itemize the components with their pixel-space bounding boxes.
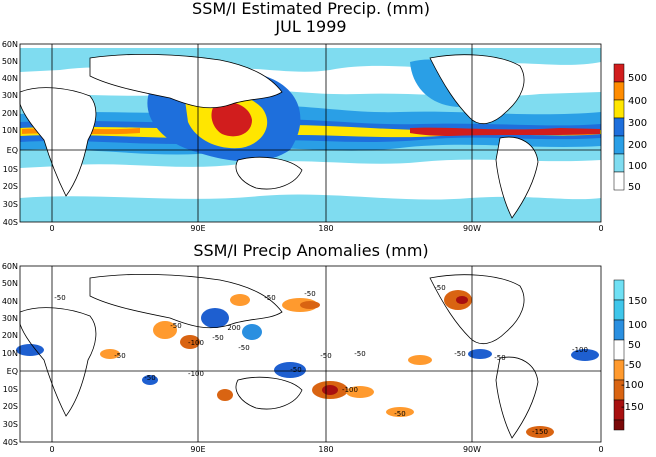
bottom-legend-label-100: 100 <box>628 320 647 331</box>
bottom-legend-swatch-white <box>613 339 625 361</box>
top-lat-30s: 30S <box>3 200 18 209</box>
contour-label: -50 <box>54 294 65 302</box>
contour-label: -100 <box>572 346 588 354</box>
top-lat-20n: 20N <box>2 109 18 118</box>
bottom-title: SSM/I Precip Anomalies (mm) <box>193 241 428 260</box>
bottom-legend: 150 100 50 -50 -100 -150 <box>613 279 647 431</box>
contour-label: -50 <box>394 410 405 418</box>
top-title-line2: JUL 1999 <box>274 17 346 36</box>
top-legend: 500 400 300 200 100 50 <box>613 63 647 193</box>
bottom-lat-40n: 40N <box>2 297 18 306</box>
top-legend-swatch-2 <box>613 99 625 119</box>
contour-label: -50 <box>212 334 223 342</box>
bottom-lat-10s: 10S <box>3 385 18 394</box>
bottom-lat-eq: EQ <box>7 367 18 376</box>
contour-label: -50 <box>114 352 125 360</box>
bottom-lat-20n: 20N <box>2 331 18 340</box>
bottom-lon-0: 0 <box>49 445 54 454</box>
contour-label: -50 <box>238 344 249 352</box>
bottom-anomaly-field <box>16 290 599 438</box>
bottom-legend-swatch-top <box>613 279 625 301</box>
bottom-legend-label-50: 50 <box>628 340 641 351</box>
bottom-legend-label-m150: -150 <box>621 402 644 413</box>
bottom-lon-labels: 0 90E 180 90W 0 <box>49 445 603 454</box>
top-lat-10n: 10N <box>2 126 18 135</box>
bottom-lon-90e: 90E <box>190 445 205 454</box>
bottom-lon-0b: 0 <box>598 445 603 454</box>
top-legend-swatch-bottom <box>613 171 625 191</box>
bottom-legend-swatch-3 <box>613 359 625 381</box>
contour-label: -50 <box>434 284 445 292</box>
top-lon-90e: 90E <box>190 224 205 233</box>
top-lat-60n: 60N <box>2 40 18 49</box>
top-continents <box>19 53 539 219</box>
bottom-lon-90w: 90W <box>463 445 481 454</box>
bottom-legend-label-m50: -50 <box>625 360 641 371</box>
contour-label: -50 <box>454 350 465 358</box>
contour-label: -50 <box>144 374 155 382</box>
contour-label: -100 <box>342 386 358 394</box>
bottom-legend-label-150: 150 <box>628 296 647 307</box>
contour-label: -50 <box>354 350 365 358</box>
top-lat-40n: 40N <box>2 74 18 83</box>
top-lon-180: 180 <box>318 224 333 233</box>
bottom-lon-180: 180 <box>318 445 333 454</box>
top-legend-label-300: 300 <box>628 118 647 129</box>
bottom-lat-40s: 40S <box>3 438 18 447</box>
top-graticule <box>19 43 602 223</box>
contour-label: -150 <box>532 428 548 436</box>
contour-label: -100 <box>188 370 204 378</box>
bottom-lat-50n: 50N <box>2 279 18 288</box>
top-lat-eq: EQ <box>7 146 18 155</box>
top-legend-label-100: 100 <box>628 161 647 172</box>
contour-label: -100 <box>188 339 204 347</box>
top-lon-90w: 90W <box>463 224 481 233</box>
bottom-legend-label-m100: -100 <box>621 380 644 391</box>
bottom-graticule <box>19 265 602 443</box>
top-legend-swatch-3 <box>613 117 625 137</box>
top-lon-labels: 0 90E 180 90W 0 <box>49 224 603 233</box>
top-legend-label-50: 50 <box>628 182 641 193</box>
bottom-lat-20s: 20S <box>3 402 18 411</box>
bottom-lat-60n: 60N <box>2 262 18 271</box>
bottom-contour-labels: -50 -50 -50 -100 -50 -50 200 -50 -100 -5… <box>54 284 588 436</box>
contour-label: -50 <box>494 354 505 362</box>
top-lat-labels: 60N 50N 40N 30N 20N 10N EQ 10S 20S 30S 4… <box>2 40 18 227</box>
top-legend-swatch-0 <box>613 63 625 83</box>
bottom-lat-labels: 60N 50N 40N 30N 20N 10N EQ 10S 20S 30S 4… <box>2 262 18 447</box>
bottom-continents <box>19 273 539 439</box>
bottom-lat-30n: 30N <box>2 314 18 323</box>
contour-label: -50 <box>264 294 275 302</box>
bottom-lat-30s: 30S <box>3 420 18 429</box>
top-legend-label-200: 200 <box>628 140 647 151</box>
top-lat-30n: 30N <box>2 91 18 100</box>
contour-label: 200 <box>227 324 240 332</box>
bottom-lat-10n: 10N <box>2 349 18 358</box>
top-legend-swatch-1 <box>613 81 625 101</box>
top-legend-label-500: 500 <box>628 73 647 84</box>
bottom-legend-swatch-1 <box>613 319 625 341</box>
top-legend-swatch-5 <box>613 153 625 173</box>
top-legend-swatch-4 <box>613 135 625 155</box>
bottom-legend-swatch-bottom <box>613 419 625 431</box>
bottom-legend-swatch-0 <box>613 299 625 321</box>
contour-label: -50 <box>290 366 301 374</box>
top-lat-20s: 20S <box>3 182 18 191</box>
top-panel: SSM/I Estimated Precip. (mm) JUL 1999 <box>2 0 647 233</box>
contour-label: -50 <box>304 290 315 298</box>
contour-label: -50 <box>170 322 181 330</box>
top-lat-10s: 10S <box>3 165 18 174</box>
top-title-line1: SSM/I Estimated Precip. (mm) <box>192 0 430 18</box>
top-lon-0: 0 <box>49 224 54 233</box>
top-legend-label-400: 400 <box>628 96 647 107</box>
top-lat-40s: 40S <box>3 218 18 227</box>
bottom-panel: SSM/I Precip Anomalies (mm) <box>2 241 647 454</box>
top-lon-0b: 0 <box>598 224 603 233</box>
top-lat-50n: 50N <box>2 57 18 66</box>
